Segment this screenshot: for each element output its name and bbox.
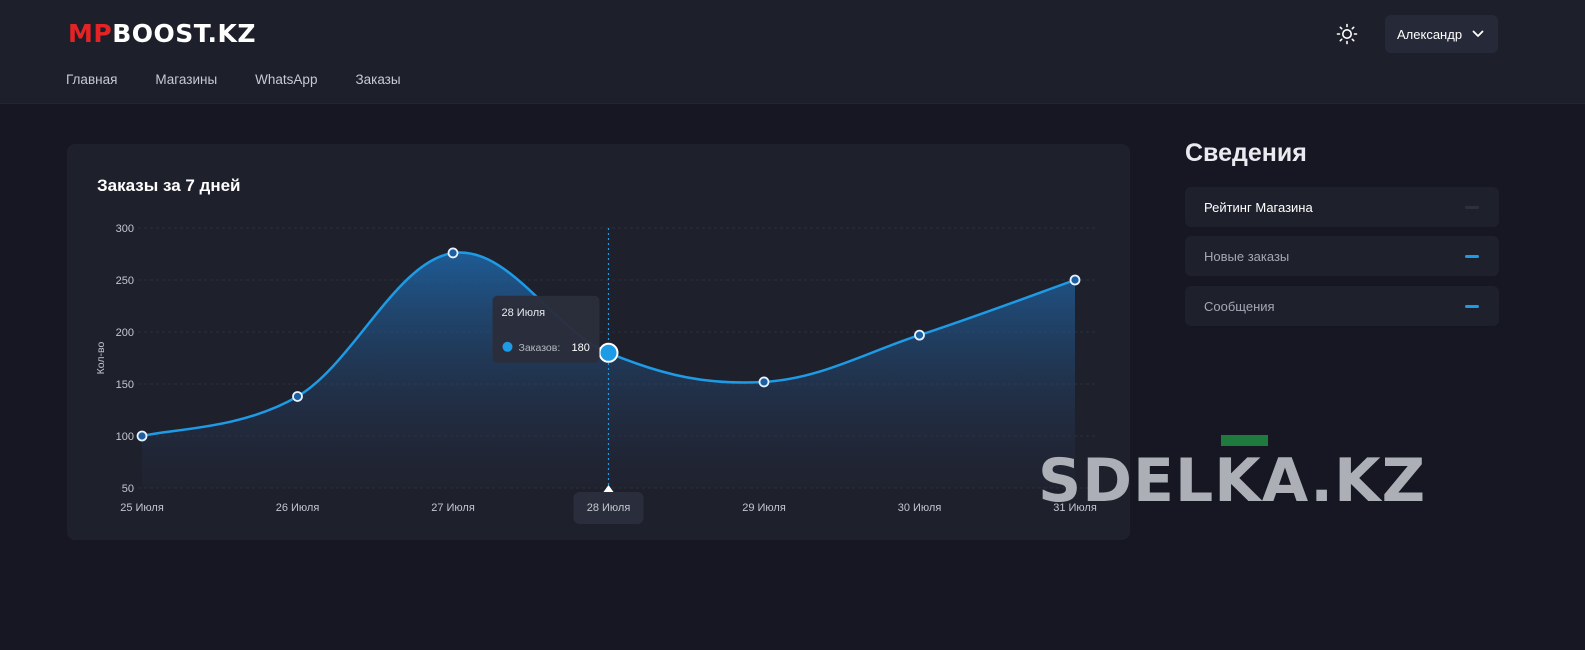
x-tick-label: 25 Июля xyxy=(120,502,164,514)
tooltip-series-marker xyxy=(502,341,513,352)
theme-toggle-button[interactable] xyxy=(1334,21,1360,47)
watermark-bar xyxy=(1221,435,1268,446)
info-row-label: Рейтинг Магазина xyxy=(1204,199,1313,215)
x-tick-label: 27 Июля xyxy=(431,502,475,514)
info-row-label: Новые заказы xyxy=(1204,248,1290,264)
x-tick-label: 30 Июля xyxy=(898,502,942,514)
user-menu-button[interactable]: Александр xyxy=(1385,15,1498,53)
info-row-store-rating[interactable]: Рейтинг Магазина xyxy=(1185,187,1499,227)
watermark-text: SDELKA.KZ xyxy=(1038,446,1427,516)
tooltip-box xyxy=(492,295,600,363)
tooltip-value: 180 xyxy=(572,342,590,354)
x-tick-label: 26 Июля xyxy=(276,502,320,514)
y-tick-label: 150 xyxy=(116,379,134,391)
info-row-label: Сообщения xyxy=(1204,298,1275,314)
user-name: Александр xyxy=(1397,26,1463,42)
value-placeholder-dash xyxy=(1465,305,1479,308)
y-tick-label: 200 xyxy=(116,327,134,339)
info-title: Сведения xyxy=(1185,139,1307,167)
sun-icon xyxy=(1336,23,1358,45)
data-point[interactable] xyxy=(914,329,925,341)
x-label-highlight xyxy=(573,492,644,524)
nav-item-home[interactable]: Главная xyxy=(66,72,118,87)
nav-item-whatsapp[interactable]: WhatsApp xyxy=(255,72,318,87)
orders-line-chart: 300 250 200 150 100 50 Кол-во 25 Июля 26 Июля 27… xyxy=(95,223,1097,524)
y-tick-label: 250 xyxy=(116,275,134,287)
y-tick-label: 50 xyxy=(122,483,134,495)
info-row-new-orders[interactable]: Новые заказы xyxy=(1185,236,1499,276)
value-placeholder-dash xyxy=(1465,206,1479,209)
data-point[interactable] xyxy=(447,247,459,259)
nav-item-stores[interactable]: Магазины xyxy=(155,72,218,87)
y-tick-label: 300 xyxy=(116,223,134,235)
logo-mp: MP xyxy=(68,19,113,48)
orders-chart-card: Заказы за 7 дней 300 250 200 150 100 50 Кол-во… xyxy=(67,144,1130,540)
tooltip-series-label: Заказов: xyxy=(519,342,561,354)
x-tick-label: 29 Июля xyxy=(742,502,786,514)
chart-title: Заказы за 7 дней xyxy=(97,176,241,195)
main-nav: Главная Магазины WhatsApp Заказы xyxy=(66,72,401,87)
value-placeholder-dash xyxy=(1465,255,1479,258)
info-row-messages[interactable]: Сообщения xyxy=(1185,286,1499,326)
series-area xyxy=(142,252,1075,488)
data-point-active[interactable] xyxy=(598,342,619,363)
chevron-down-icon xyxy=(1472,30,1484,37)
logo-rest: BOOST.KZ xyxy=(112,19,257,48)
logo[interactable]: MPBOOST.KZ xyxy=(68,19,256,48)
nav-item-orders[interactable]: Заказы xyxy=(355,72,401,87)
data-point[interactable] xyxy=(292,391,303,402)
tooltip-date: 28 Июля xyxy=(502,307,546,319)
x-tick-label: 28 Июля xyxy=(587,502,631,514)
y-tick-label: 100 xyxy=(116,431,134,443)
data-point[interactable] xyxy=(1069,274,1081,286)
data-point[interactable] xyxy=(136,430,148,442)
x-tick-label: 31 Июля xyxy=(1053,502,1097,514)
top-header: MPBOOST.KZ Главная Магазины WhatsApp Зак… xyxy=(0,0,1585,104)
y-axis-label: Кол-во xyxy=(95,342,107,375)
crosshair-pointer xyxy=(603,485,614,492)
data-point[interactable] xyxy=(758,376,770,388)
